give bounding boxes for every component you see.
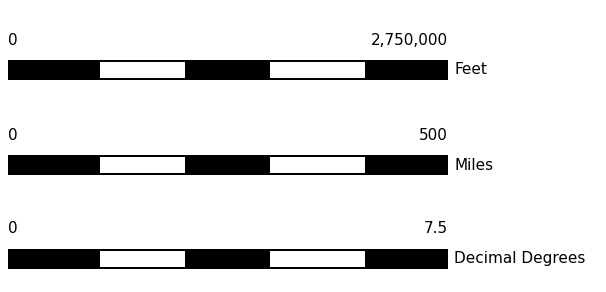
Text: 2,750,000: 2,750,000: [371, 33, 448, 48]
Text: Miles: Miles: [454, 157, 493, 173]
Text: 0: 0: [8, 221, 18, 236]
Text: 500: 500: [419, 128, 448, 143]
Text: 0: 0: [8, 128, 18, 143]
Bar: [8, 60, 448, 80]
Bar: [8, 155, 448, 175]
Text: 7.5: 7.5: [424, 221, 448, 236]
Bar: [8, 249, 448, 269]
Text: Feet: Feet: [454, 62, 487, 77]
Bar: [270, 62, 365, 78]
Bar: [100, 62, 185, 78]
Bar: [100, 251, 185, 267]
Bar: [270, 251, 365, 267]
Text: Decimal Degrees: Decimal Degrees: [454, 251, 585, 267]
Bar: [270, 157, 365, 173]
Text: 0: 0: [8, 33, 18, 48]
Bar: [100, 157, 185, 173]
